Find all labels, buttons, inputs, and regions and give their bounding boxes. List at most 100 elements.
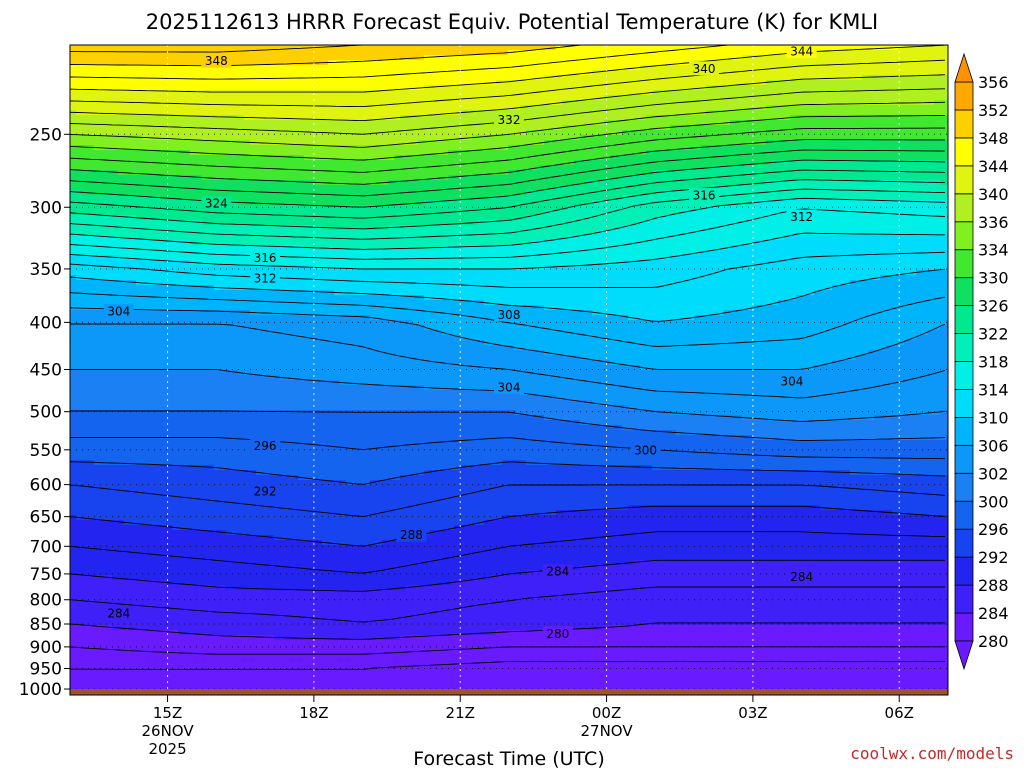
field-cell xyxy=(526,145,533,151)
field-cell xyxy=(580,80,587,86)
field-cell xyxy=(376,50,383,56)
field-cell xyxy=(856,135,863,141)
field-cell xyxy=(820,120,827,126)
field-cell xyxy=(562,140,569,146)
field-cell xyxy=(856,60,863,66)
field-cell xyxy=(280,95,287,101)
field-cell xyxy=(868,155,875,161)
field-cell xyxy=(946,90,948,96)
field-cell xyxy=(70,80,77,86)
field-cell xyxy=(154,205,161,211)
field-cell xyxy=(478,170,485,176)
field-cell xyxy=(172,210,179,216)
field-cell xyxy=(538,65,545,71)
field-cell xyxy=(520,85,527,91)
field-cell xyxy=(820,205,827,211)
field-cell xyxy=(442,60,449,66)
field-cell xyxy=(562,55,569,61)
field-cell xyxy=(688,160,695,166)
field-cell xyxy=(292,90,299,96)
field-cell xyxy=(802,150,809,156)
field-cell xyxy=(724,150,731,156)
field-cell xyxy=(526,195,533,201)
field-cell xyxy=(754,95,761,101)
field-cell xyxy=(94,85,101,91)
field-cell xyxy=(670,150,677,156)
field-cell xyxy=(442,135,449,141)
field-cell xyxy=(580,130,587,136)
field-cell xyxy=(634,70,641,76)
field-cell xyxy=(598,175,605,181)
field-cell xyxy=(172,145,179,151)
field-cell xyxy=(718,175,725,181)
field-cell xyxy=(340,95,347,101)
field-cell xyxy=(316,185,323,191)
field-cell xyxy=(940,110,947,116)
field-cell xyxy=(838,155,845,161)
field-cell xyxy=(418,210,425,216)
field-cell xyxy=(118,200,125,206)
field-cell xyxy=(730,85,737,91)
field-cell xyxy=(694,185,701,191)
field-cell xyxy=(298,100,305,106)
field-cell xyxy=(808,170,815,176)
field-cell xyxy=(802,155,809,161)
field-cell xyxy=(658,130,665,136)
field-cell xyxy=(766,175,773,181)
field-cell xyxy=(634,205,641,211)
field-cell xyxy=(490,105,497,111)
field-cell xyxy=(514,80,521,86)
field-cell xyxy=(112,170,119,176)
field-cell xyxy=(706,160,713,166)
field-cell xyxy=(394,150,401,156)
field-cell xyxy=(742,160,749,166)
field-cell xyxy=(118,175,125,181)
field-cell xyxy=(868,170,875,176)
field-cell xyxy=(358,110,365,116)
field-cell xyxy=(448,165,455,171)
field-cell xyxy=(496,180,503,186)
field-cell xyxy=(940,50,947,56)
field-cell xyxy=(892,160,899,166)
field-cell xyxy=(706,115,713,121)
field-cell xyxy=(658,165,665,171)
field-cell xyxy=(772,195,779,201)
field-cell xyxy=(94,65,101,71)
field-cell xyxy=(226,75,233,81)
field-cell xyxy=(862,55,869,61)
field-cell xyxy=(268,185,275,191)
field-cell xyxy=(100,55,107,61)
field-cell xyxy=(544,145,551,151)
field-cell xyxy=(370,135,377,141)
field-cell xyxy=(766,110,773,116)
field-cell xyxy=(784,95,791,101)
field-cell xyxy=(178,210,185,216)
field-cell xyxy=(496,160,503,166)
field-cell xyxy=(910,90,917,96)
field-cell xyxy=(628,130,635,136)
field-cell xyxy=(562,105,569,111)
field-cell xyxy=(334,210,341,216)
field-cell xyxy=(226,160,233,166)
field-cell xyxy=(520,75,527,81)
field-cell xyxy=(838,45,845,51)
field-cell xyxy=(652,65,659,71)
field-cell xyxy=(940,160,947,166)
field-cell xyxy=(436,140,443,146)
field-cell xyxy=(856,155,863,161)
field-cell xyxy=(496,100,503,106)
field-cell xyxy=(544,165,551,171)
field-cell xyxy=(316,55,323,61)
field-cell xyxy=(814,170,821,176)
field-cell xyxy=(658,135,665,141)
field-cell xyxy=(700,90,707,96)
field-cell xyxy=(184,100,191,106)
field-cell xyxy=(370,140,377,146)
field-cell xyxy=(502,80,509,86)
field-cell xyxy=(346,110,353,116)
field-cell xyxy=(796,195,803,201)
field-cell xyxy=(538,100,545,106)
field-cell xyxy=(364,85,371,91)
field-cell xyxy=(112,155,119,161)
field-cell xyxy=(70,135,77,141)
